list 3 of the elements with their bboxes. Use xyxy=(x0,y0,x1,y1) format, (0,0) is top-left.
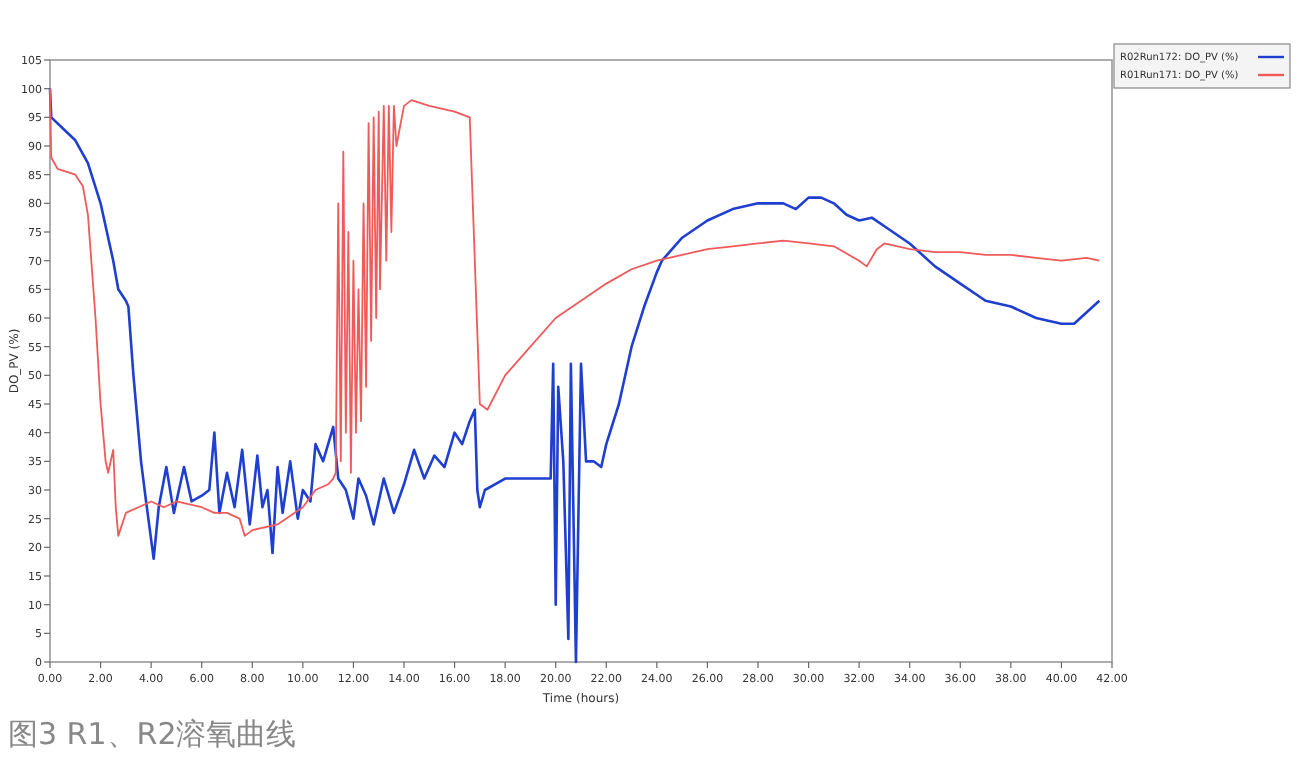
line-series xyxy=(49,87,1101,537)
line-series xyxy=(48,87,1101,664)
caption: 图3 R1、R2溶氧曲线 xyxy=(8,716,297,752)
